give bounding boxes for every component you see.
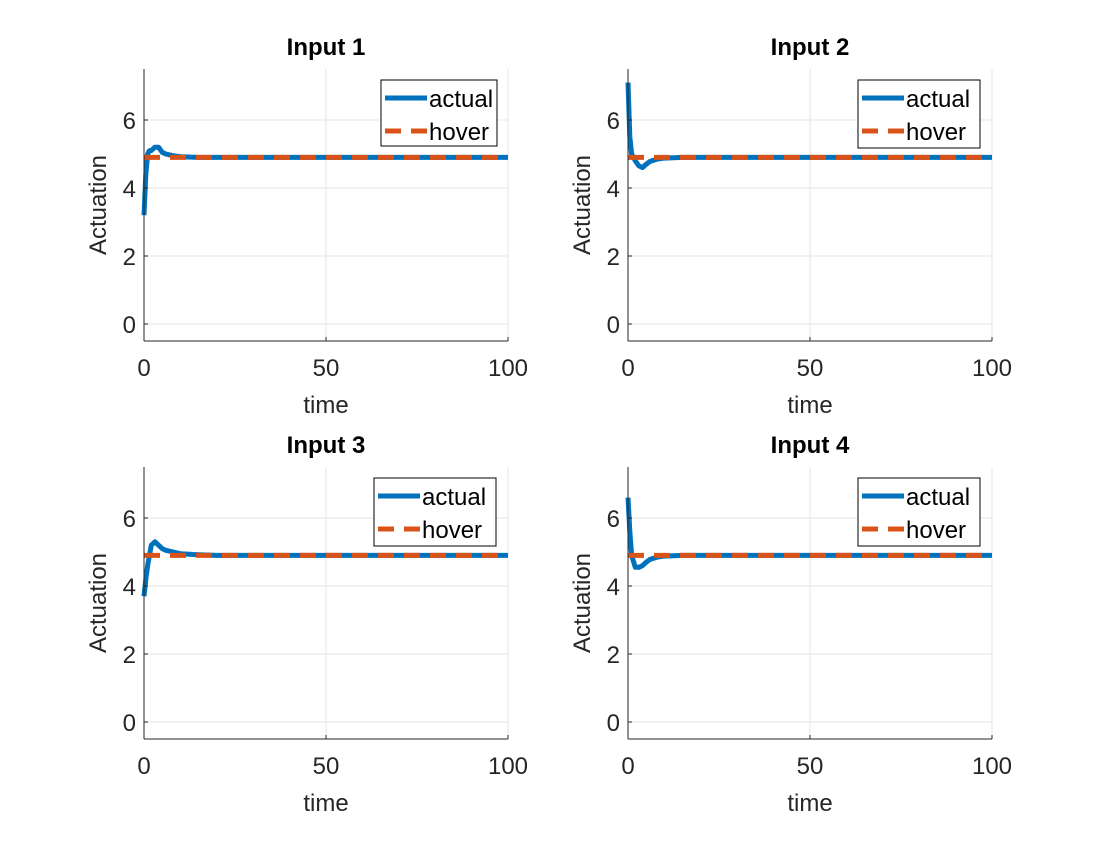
x-tick-label: 0 (621, 753, 634, 780)
x-tick-label: 50 (313, 355, 340, 382)
legend-label-hover: hover (906, 119, 966, 146)
y-tick-label: 4 (123, 574, 136, 601)
y-tick-label: 4 (607, 176, 620, 203)
series-line-actual (141, 144, 508, 216)
x-tick-label: 100 (488, 355, 528, 382)
x-axis-label: time (303, 790, 348, 817)
y-tick-label: 6 (607, 108, 620, 135)
y-tick-label: 2 (607, 642, 620, 669)
subplot-2: 0 50 100 0 2 4 6 Input 2 time Actuation actual hove… (569, 34, 1012, 419)
subplot-4: 0 50 100 0 2 4 6 Input 4 time Actuation actual hove… (569, 432, 1012, 817)
x-tick-label: 50 (797, 355, 824, 382)
x-tick-label: 100 (972, 355, 1012, 382)
legend-label-hover: hover (422, 517, 482, 544)
y-axis-label: Actuation (85, 155, 112, 255)
legend-label-actual: actual (422, 484, 486, 511)
legend-label-actual: actual (906, 484, 970, 511)
y-axis-label: Actuation (569, 155, 596, 255)
legend-box (373, 477, 497, 547)
y-tick-label: 2 (607, 244, 620, 271)
x-axis-label: time (787, 392, 832, 419)
y-axis-label: Actuation (85, 553, 112, 653)
y-tick-label: 0 (607, 710, 620, 737)
legend-label-hover: hover (906, 517, 966, 544)
y-tick-label: 0 (607, 312, 620, 339)
y-tick-label: 0 (123, 312, 136, 339)
x-tick-label: 0 (621, 355, 634, 382)
y-axis-label: Actuation (569, 553, 596, 653)
x-tick-label: 100 (488, 753, 528, 780)
legend-box (857, 79, 981, 149)
x-tick-label: 50 (797, 753, 824, 780)
legend: actual hover (857, 79, 981, 149)
y-tick-label: 0 (123, 710, 136, 737)
y-tick-label: 4 (123, 176, 136, 203)
x-axis-label: time (303, 392, 348, 419)
legend: actual hover (857, 477, 981, 547)
x-tick-label: 0 (137, 753, 150, 780)
chart-title: Input 4 (771, 432, 850, 459)
legend: actual hover (373, 477, 497, 547)
x-axis-label: time (787, 790, 832, 817)
x-tick-label: 0 (137, 355, 150, 382)
chart-title: Input 3 (287, 432, 366, 459)
legend-box (380, 79, 498, 147)
legend-box (857, 477, 981, 547)
legend-label-hover: hover (429, 119, 489, 146)
x-tick-label: 100 (972, 753, 1012, 780)
y-tick-label: 2 (123, 244, 136, 271)
y-tick-label: 6 (607, 506, 620, 533)
y-tick-label: 6 (123, 506, 136, 533)
chart-title: Input 1 (287, 34, 366, 61)
legend-label-actual: actual (429, 86, 493, 113)
chart-title: Input 2 (771, 34, 850, 61)
y-tick-label: 6 (123, 108, 136, 135)
legend: actual hover (380, 79, 498, 147)
subplot-3: 0 50 100 0 2 4 6 Input 3 time Actuation actual hove… (85, 432, 528, 817)
x-tick-label: 50 (313, 753, 340, 780)
subplot-1: 0 50 100 0 2 4 6 Input 1 time Actuation actual hove… (85, 34, 528, 419)
legend-label-actual: actual (906, 86, 970, 113)
y-tick-label: 2 (123, 642, 136, 669)
y-tick-label: 4 (607, 574, 620, 601)
